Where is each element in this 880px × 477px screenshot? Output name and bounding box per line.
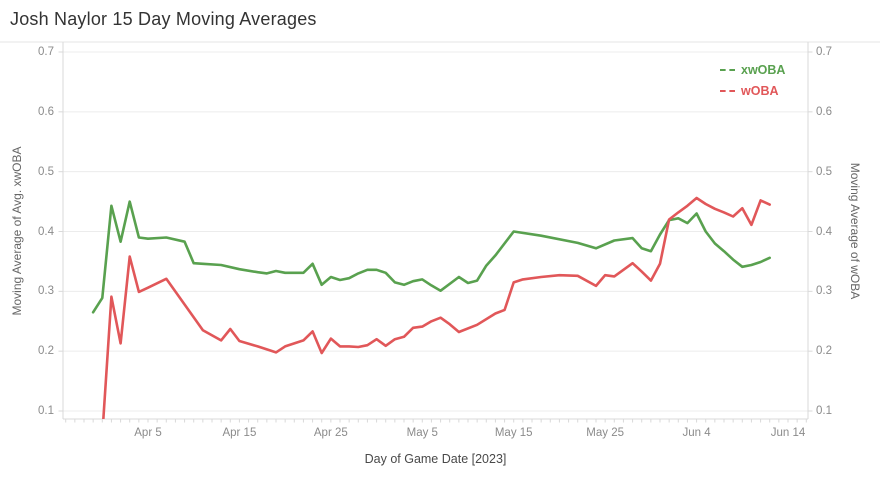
y-axis-right-title: Moving Average of wOBA [848, 162, 862, 300]
x-axis-tick-label: May 5 [406, 427, 438, 439]
y-axis-tick-label: 0.4 [816, 225, 832, 238]
x-axis-tick-label: Jun 14 [770, 427, 806, 439]
series-line-xwoba [91, 200, 772, 314]
xwoba-dashed-line-swatch [720, 68, 735, 71]
y-axis-tick-label: 0.4 [38, 225, 54, 238]
x-axis-tick-label: Apr 15 [222, 427, 257, 439]
y-axis-tick-label: 0.7 [38, 46, 54, 58]
legend: xwOBA wOBA [720, 59, 785, 101]
y-axis-tick-label: 0.2 [38, 345, 54, 358]
page-title: Josh Naylor 15 Day Moving Averages [10, 9, 317, 29]
legend-label-woba: wOBA [741, 83, 779, 98]
woba-dashed-line-swatch [720, 89, 735, 92]
y-axis-tick-label: 0.3 [38, 285, 54, 298]
x-axis-tick-label: May 15 [494, 427, 533, 439]
y-axis-tick-label: 0.7 [816, 46, 832, 58]
y-axis-tick-label: 0.2 [816, 345, 832, 358]
y-axis-tick-label: 0.6 [38, 105, 54, 118]
legend-item-xwoba[interactable]: xwOBA [720, 59, 785, 80]
y-axis-tick-label: 0.5 [38, 165, 54, 178]
y-axis-left-title: Moving Average of Avg. xwOBA [10, 146, 24, 316]
y-axis-tick-label: 0.1 [38, 405, 54, 417]
y-axis-tick-label: 0.3 [816, 285, 832, 298]
legend-label-xwoba: xwOBA [741, 62, 786, 77]
x-axis-tick-label: May 25 [586, 427, 624, 439]
x-axis-title: Day of Game Date [2023] [364, 452, 507, 466]
y-axis-tick-label: 0.6 [816, 105, 832, 118]
series-line-woba [102, 196, 772, 419]
y-axis-tick-label: 0.5 [816, 165, 832, 178]
y-axis-tick-label: 0.1 [816, 405, 832, 417]
x-axis-tick-label: Apr 25 [313, 427, 348, 439]
legend-item-woba[interactable]: wOBA [720, 80, 785, 101]
x-axis-tick-label: Apr 5 [134, 427, 162, 439]
x-axis-tick-label: Jun 4 [682, 427, 711, 439]
